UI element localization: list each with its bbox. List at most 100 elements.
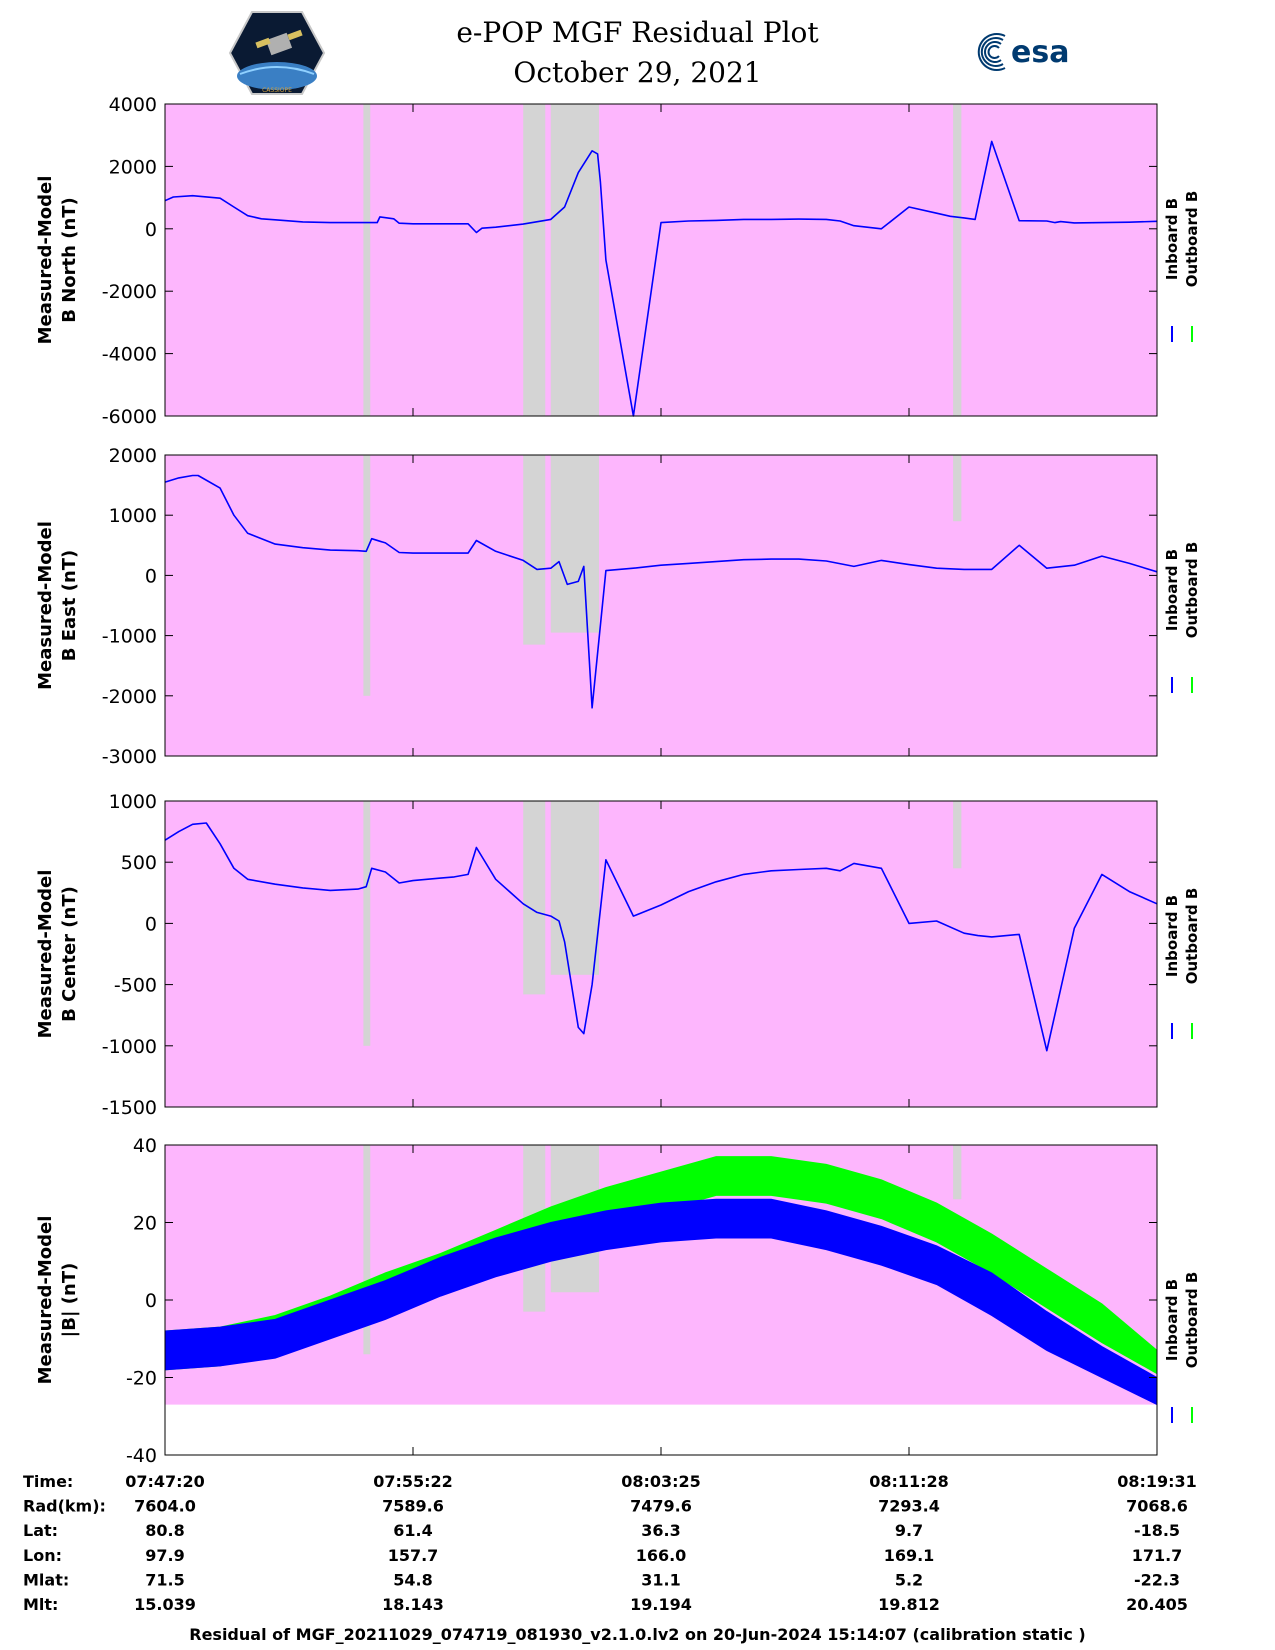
cassiope-logo-icon: CASSIOPE bbox=[228, 11, 326, 95]
y-axis-label: Measured-Model bbox=[35, 176, 56, 345]
ephemeris-row-label: Time: bbox=[23, 1472, 73, 1491]
legend-label: Outboard B bbox=[1183, 542, 1201, 639]
y-tick-label: 0 bbox=[145, 1290, 157, 1312]
ephemeris-value: 71.5 bbox=[145, 1570, 184, 1589]
ephemeris-value: 18.143 bbox=[382, 1595, 444, 1614]
ephemeris-value: 31.1 bbox=[641, 1570, 680, 1589]
legend-label: Inboard B bbox=[1163, 1279, 1181, 1361]
data-gap bbox=[363, 801, 371, 1046]
legend-label: Inboard B bbox=[1163, 549, 1181, 631]
y-tick-label: 20 bbox=[133, 1213, 157, 1235]
ephemeris-value: 7293.4 bbox=[878, 1497, 940, 1516]
data-gap bbox=[523, 104, 546, 416]
inboard-series bbox=[164, 822, 1158, 1052]
y-tick-label: 2000 bbox=[109, 156, 157, 178]
esa-swirl-icon: esa bbox=[977, 33, 1069, 71]
legend-label: Outboard B bbox=[1183, 191, 1201, 288]
y-tick-label: -20 bbox=[126, 1368, 157, 1390]
y-axis-label: Measured-Model bbox=[35, 870, 56, 1039]
y-tick-label: 0 bbox=[145, 565, 157, 587]
data-gap bbox=[523, 455, 546, 645]
y-axis-label: Measured-Model bbox=[35, 521, 56, 690]
ephemeris-value: 36.3 bbox=[641, 1521, 680, 1540]
ephemeris-value: 166.0 bbox=[636, 1546, 687, 1565]
ephemeris-value: 61.4 bbox=[393, 1521, 432, 1540]
ephemeris-value: 5.2 bbox=[895, 1570, 923, 1589]
legend-label: Inboard B bbox=[1163, 895, 1181, 977]
panel-2: 2000 1000 0 -1000 -2000 -3000 Measured-Model B … bbox=[35, 445, 1201, 768]
y-tick-label: -3000 bbox=[102, 746, 157, 768]
panel-background bbox=[165, 801, 1157, 1107]
y-axis-label: B North (nT) bbox=[59, 197, 80, 323]
ephemeris-value: 7479.6 bbox=[630, 1497, 692, 1516]
y-tick-label: 2000 bbox=[109, 445, 157, 467]
y-tick-label: -2000 bbox=[102, 281, 157, 303]
ephemeris-row-label: Rad(km): bbox=[23, 1497, 106, 1516]
data-gap bbox=[550, 801, 599, 975]
y-tick-label: -1500 bbox=[102, 1097, 157, 1119]
y-tick-label: 40 bbox=[133, 1135, 157, 1157]
y-tick-label: -1000 bbox=[102, 1036, 157, 1058]
data-gap bbox=[363, 455, 371, 696]
y-tick-label: 1000 bbox=[109, 505, 157, 527]
y-tick-label: 0 bbox=[145, 219, 157, 241]
legend-label: Outboard B bbox=[1183, 888, 1201, 985]
footer-caption: Residual of MGF_20211029_074719_081930_v… bbox=[189, 1625, 1086, 1644]
ephemeris-value: 171.7 bbox=[1132, 1546, 1183, 1565]
ephemeris-row-label: Lat: bbox=[23, 1521, 58, 1540]
data-gap bbox=[953, 801, 962, 869]
panel-1: 4000 2000 0 -2000 -4000 -6000 Measured-Model B … bbox=[35, 94, 1201, 428]
data-gap bbox=[550, 104, 599, 416]
y-axis-label: B Center (nT) bbox=[59, 886, 80, 1022]
data-gap bbox=[953, 1145, 962, 1200]
ephemeris-value: 169.1 bbox=[884, 1546, 935, 1565]
legend-label: Inboard B bbox=[1163, 198, 1181, 280]
ephemeris-value: 80.8 bbox=[145, 1521, 184, 1540]
ephemeris-value: 7068.6 bbox=[1126, 1497, 1188, 1516]
ephemeris-value: -18.5 bbox=[1134, 1521, 1180, 1540]
ephemeris-row-label: Lon: bbox=[23, 1546, 62, 1565]
data-gap bbox=[363, 104, 371, 416]
y-tick-label: 1000 bbox=[109, 791, 157, 813]
y-tick-label: 0 bbox=[145, 913, 157, 935]
plot-date: October 29, 2021 bbox=[513, 56, 762, 89]
data-gap bbox=[363, 1145, 371, 1355]
panel-background bbox=[165, 104, 1157, 416]
esa-logo: esa bbox=[975, 30, 1095, 74]
ephemeris-table: Time: Rad(km): Lat: Lon: Mlat: Mlt: 07:47:20 76… bbox=[23, 1472, 1197, 1614]
plot-title: e-POP MGF Residual Plot bbox=[456, 16, 819, 49]
y-tick-label: 4000 bbox=[109, 94, 157, 116]
panel-4: 40 20 0 -20 -40 Measured-Model |B| (nT) Inboard… bbox=[35, 1135, 1201, 1467]
ephemeris-value: 08:19:31 bbox=[1117, 1472, 1197, 1491]
ephemeris-value: 15.039 bbox=[134, 1595, 196, 1614]
ephemeris-value: 19.194 bbox=[630, 1595, 692, 1614]
data-gap bbox=[953, 455, 962, 522]
y-tick-label: -2000 bbox=[102, 686, 157, 708]
ephemeris-value: 07:47:20 bbox=[125, 1472, 205, 1491]
y-axis-label: |B| (nT) bbox=[59, 1263, 80, 1338]
y-tick-label: -500 bbox=[114, 975, 157, 997]
svg-text:CASSIOPE: CASSIOPE bbox=[262, 87, 292, 94]
panel-3: 1000 500 0 -500 -1000 -1500 Measured-Model B Ce… bbox=[35, 791, 1201, 1119]
ephemeris-value: 9.7 bbox=[895, 1521, 923, 1540]
y-tick-label: 500 bbox=[121, 852, 157, 874]
y-axis-label: B East (nT) bbox=[59, 550, 80, 662]
ephemeris-value: 20.405 bbox=[1126, 1595, 1188, 1614]
data-gap bbox=[523, 801, 546, 995]
y-axis-label: Measured-Model bbox=[35, 1216, 56, 1385]
legend-label: Outboard B bbox=[1183, 1272, 1201, 1369]
ephemeris-value: 97.9 bbox=[145, 1546, 184, 1565]
ephemeris-value: 7589.6 bbox=[382, 1497, 444, 1516]
ephemeris-value: 19.812 bbox=[878, 1595, 940, 1614]
inboard-series bbox=[164, 140, 1158, 417]
ephemeris-value: 7604.0 bbox=[134, 1497, 196, 1516]
y-tick-label: -6000 bbox=[102, 406, 157, 428]
data-gap bbox=[550, 455, 599, 633]
ephemeris-value: 08:11:28 bbox=[869, 1472, 949, 1491]
ephemeris-value: 08:03:25 bbox=[621, 1472, 701, 1491]
ephemeris-value: 54.8 bbox=[393, 1570, 432, 1589]
ephemeris-row-label: Mlt: bbox=[23, 1595, 58, 1614]
y-tick-label: -1000 bbox=[102, 626, 157, 648]
ephemeris-value: -22.3 bbox=[1134, 1570, 1180, 1589]
